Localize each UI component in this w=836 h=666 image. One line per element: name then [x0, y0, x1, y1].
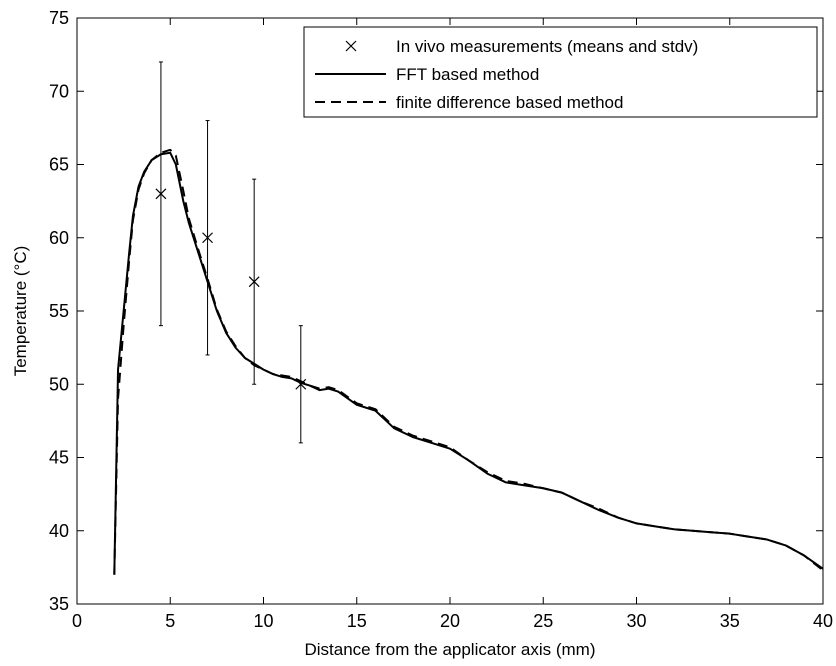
- x-tick-label: 10: [253, 611, 273, 631]
- y-tick-label: 50: [49, 374, 69, 394]
- y-tick-label: 65: [49, 155, 69, 175]
- legend-marker-cross: [345, 40, 357, 52]
- measurement-point: [155, 61, 167, 327]
- legend: In vivo measurements (means and stdv) FF…: [303, 26, 818, 118]
- measurement-marker: [295, 378, 307, 390]
- measurement-marker: [202, 232, 213, 244]
- y-tick-label: 60: [49, 228, 69, 248]
- axis-ticks: 0 5 10 15 20 25 30 35 40 35 40 45 50 55 60 65 70 75: [49, 8, 833, 631]
- y-tick-label: 40: [49, 521, 69, 541]
- y-tick-label: 75: [49, 8, 69, 28]
- legend-label-finite-difference: finite difference based method: [396, 93, 623, 112]
- x-tick-label: 5: [165, 611, 175, 631]
- legend-label-fft: FFT based method: [396, 65, 539, 84]
- y-tick-label: 45: [49, 448, 69, 468]
- y-tick-label: 55: [49, 301, 69, 321]
- y-tick-label: 70: [49, 81, 69, 101]
- measurement-point: [248, 178, 260, 385]
- y-axis-label: Temperature (°C): [11, 246, 30, 377]
- x-tick-label: 20: [440, 611, 460, 631]
- x-tick-label: 0: [72, 611, 82, 631]
- legend-box: [303, 26, 818, 118]
- x-tick-label: 30: [626, 611, 646, 631]
- x-axis-label: Distance from the applicator axis (mm): [305, 640, 596, 659]
- series-line-fft: [113, 151, 824, 575]
- measurement-point: [295, 325, 307, 444]
- x-tick-label: 25: [533, 611, 553, 631]
- plot-area: [113, 61, 824, 575]
- legend-marker-measurements: [345, 40, 357, 52]
- series-line-finite-difference: [113, 148, 824, 575]
- x-tick-label: 15: [347, 611, 367, 631]
- measurement-marker: [248, 276, 260, 288]
- y-tick-label: 35: [49, 594, 69, 614]
- measurement-point: [202, 120, 213, 356]
- x-tick-label: 35: [720, 611, 740, 631]
- measurement-marker: [155, 188, 167, 200]
- x-tick-label: 40: [813, 611, 833, 631]
- legend-label-measurements: In vivo measurements (means and stdv): [396, 37, 698, 56]
